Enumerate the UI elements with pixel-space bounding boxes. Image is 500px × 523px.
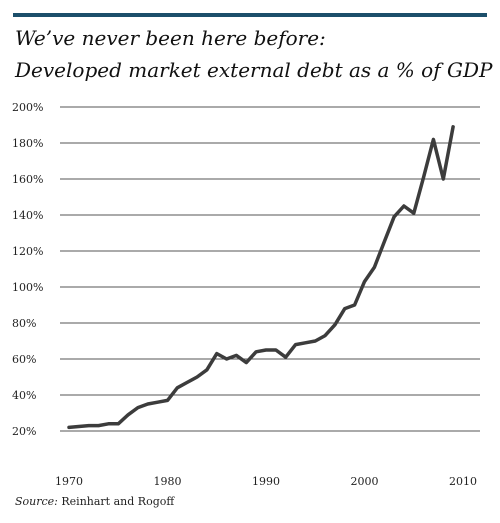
x-tick-label: 1980 [154,475,182,488]
header-rule [13,13,487,17]
x-tick-label: 2010 [449,475,477,488]
y-tick-label: 140% [12,209,43,222]
x-axis-labels: 1970 1980 1990 2000 2010 [55,475,477,488]
gridlines [60,106,480,432]
x-tick-label: 1990 [252,475,280,488]
y-tick-label: 120% [12,245,43,258]
y-tick-label: 180% [12,137,43,150]
y-axis-labels: 20% 40% 60% 80% 100% 120% 140% 160% 180% 200% [12,101,43,438]
series-layer [67,125,455,430]
source-text: Reinhart and Rogoff [61,495,175,508]
y-tick-label: 60% [12,353,36,366]
source-label: Source: [15,495,58,508]
y-tick-label: 100% [12,281,43,294]
series-line [67,125,455,430]
y-tick-label: 160% [12,173,43,186]
y-tick-label: 80% [12,317,36,330]
x-tick-label: 2000 [351,475,379,488]
chart-subtitle: Developed market external debt as a % of… [15,58,493,82]
y-tick-label: 40% [12,389,36,402]
y-tick-label: 200% [12,101,43,114]
x-tick-label: 1970 [55,475,83,488]
chart-title: We’ve never been here before: [15,26,326,50]
y-tick-label: 20% [12,425,36,438]
source-note: Source: Reinhart and Rogoff [15,495,174,508]
